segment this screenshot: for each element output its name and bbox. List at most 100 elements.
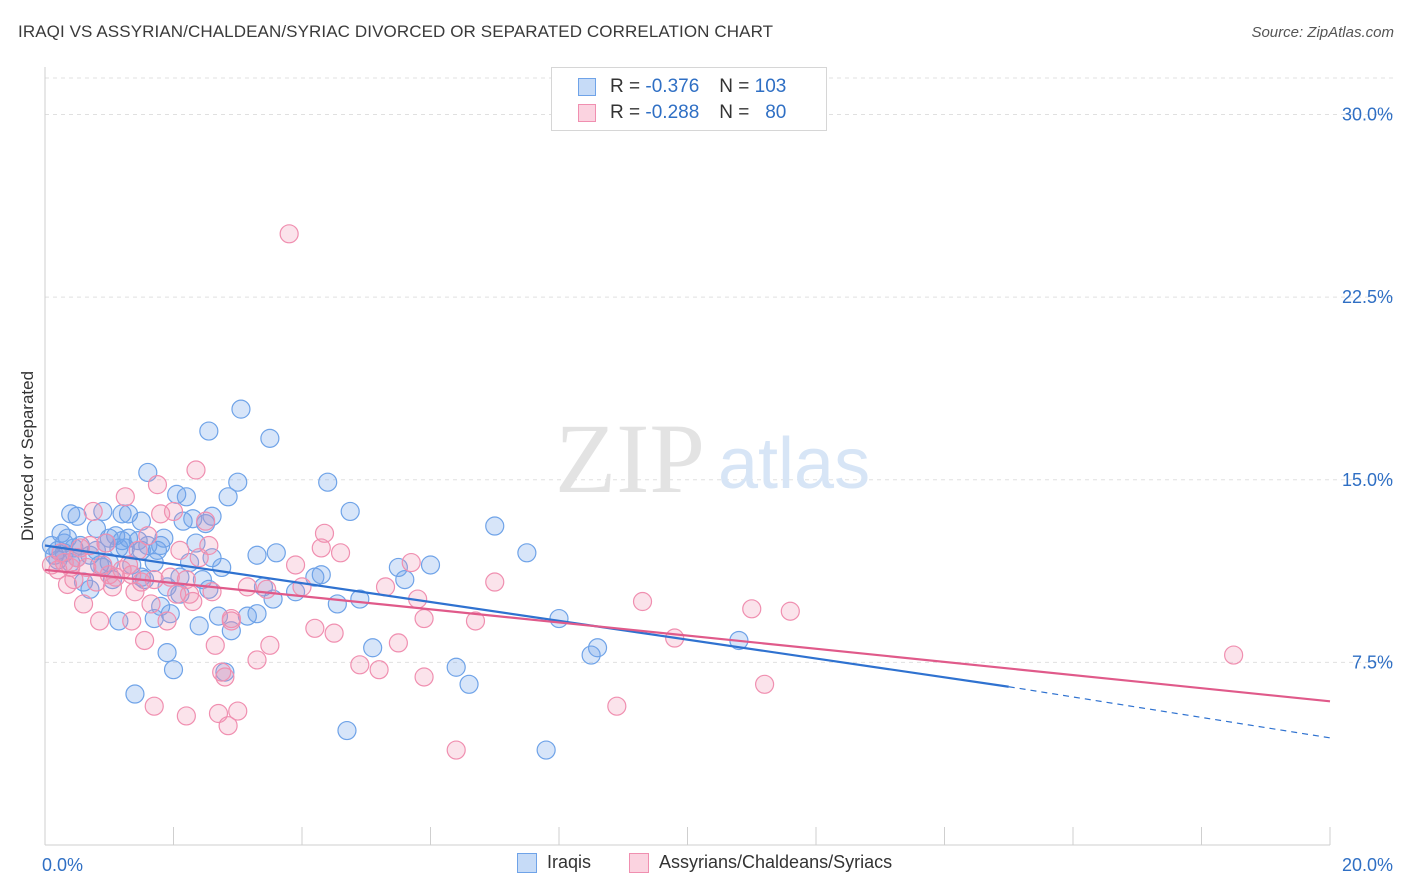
point-iraqis bbox=[311, 565, 331, 585]
point-iraqis bbox=[212, 557, 232, 578]
point-assyrians bbox=[742, 599, 762, 619]
point-assyrians bbox=[64, 569, 84, 590]
watermark: ZIP atlas bbox=[555, 403, 870, 514]
point-assyrians bbox=[122, 611, 142, 631]
point-iraqis bbox=[327, 594, 347, 614]
point-iraqis bbox=[199, 579, 219, 599]
point-assyrians bbox=[375, 577, 396, 597]
point-assyrians bbox=[218, 716, 238, 736]
point-iraqis bbox=[395, 569, 415, 590]
point-assyrians bbox=[285, 555, 306, 575]
point-assyrians bbox=[138, 526, 158, 546]
x-tick-label: 0.0% bbox=[42, 855, 83, 875]
point-assyrians bbox=[221, 611, 241, 631]
bottom-legend-iraqis: Iraqis bbox=[517, 852, 591, 873]
point-assyrians bbox=[311, 538, 331, 558]
point-iraqis bbox=[61, 504, 81, 524]
point-assyrians bbox=[1224, 645, 1244, 665]
point-assyrians bbox=[414, 608, 434, 629]
point-iraqis bbox=[93, 501, 113, 522]
point-assyrians bbox=[186, 460, 206, 480]
point-assyrians bbox=[607, 696, 627, 716]
trend-line-assyrians bbox=[44, 568, 1331, 703]
point-iraqis bbox=[154, 528, 174, 548]
point-assyrians bbox=[414, 667, 434, 687]
point-assyrians bbox=[257, 579, 277, 599]
point-assyrians bbox=[176, 706, 196, 726]
legend-n-label: N = bbox=[719, 102, 750, 123]
correlation-legend: R = -0.376 N = 103 R = -0.288 N = 80 bbox=[551, 67, 827, 131]
point-assyrians bbox=[260, 635, 280, 655]
point-assyrians bbox=[279, 224, 299, 244]
point-assyrians bbox=[314, 523, 335, 543]
y-axis-label: Divorced or Separated bbox=[18, 370, 37, 542]
point-assyrians bbox=[330, 543, 351, 563]
legend-n-value: 80 bbox=[765, 102, 787, 123]
series-assyrians-points bbox=[41, 224, 1244, 760]
point-assyrians bbox=[215, 667, 235, 687]
watermark-zip: ZIP bbox=[555, 403, 705, 514]
point-iraqis bbox=[318, 472, 338, 492]
point-assyrians bbox=[205, 635, 225, 655]
point-iraqis bbox=[485, 516, 505, 536]
point-assyrians bbox=[754, 674, 775, 694]
point-iraqis bbox=[247, 604, 267, 624]
chart-title: IRAQI VS ASSYRIAN/CHALDEAN/SYRIAC DIVORC… bbox=[18, 22, 774, 41]
point-assyrians bbox=[228, 701, 248, 721]
legend-r-value: -0.376 bbox=[645, 76, 700, 97]
y-tick-label: 22.5% bbox=[1342, 287, 1393, 307]
bottom-legend-label-assyrians: Assyrians/Chaldeans/Syriacs bbox=[659, 852, 893, 872]
point-iraqis bbox=[199, 421, 219, 441]
point-assyrians bbox=[292, 577, 312, 597]
point-assyrians bbox=[90, 611, 110, 631]
point-assyrians bbox=[147, 475, 168, 495]
point-iraqis bbox=[125, 684, 145, 704]
bottom-legend-swatch-assyrians bbox=[629, 852, 649, 873]
legend-swatch-iraqis bbox=[578, 78, 596, 96]
y-tick-label: 30.0% bbox=[1342, 105, 1393, 125]
point-assyrians bbox=[401, 552, 421, 573]
point-assyrians bbox=[93, 555, 113, 575]
point-iraqis bbox=[420, 555, 441, 575]
point-iraqis bbox=[176, 487, 196, 507]
y-tick-label: 7.5% bbox=[1352, 652, 1393, 672]
tick-labels: 7.5% 15.0% 22.5% 30.0% 0.0% 20.0% bbox=[42, 105, 1393, 875]
point-assyrians bbox=[780, 601, 800, 621]
y-tick-label: 15.0% bbox=[1342, 470, 1393, 490]
point-iraqis bbox=[581, 645, 601, 665]
legend-r-label: R = bbox=[610, 76, 641, 97]
watermark-atlas: atlas bbox=[718, 424, 870, 504]
point-assyrians bbox=[73, 594, 94, 614]
point-iraqis bbox=[517, 543, 537, 563]
point-iraqis bbox=[549, 608, 569, 629]
point-iraqis bbox=[363, 638, 383, 658]
x-tick-label: 20.0% bbox=[1342, 855, 1393, 875]
point-assyrians bbox=[388, 633, 408, 653]
point-iraqis bbox=[157, 643, 177, 663]
point-assyrians bbox=[77, 557, 97, 578]
point-assyrians bbox=[170, 540, 190, 560]
point-iraqis bbox=[231, 399, 251, 419]
point-iraqis bbox=[260, 428, 280, 448]
point-assyrians bbox=[196, 511, 216, 531]
point-iraqis bbox=[247, 545, 267, 565]
trend-line-iraqis-extrapolated bbox=[1008, 686, 1331, 739]
legend-n-label: N = bbox=[719, 76, 750, 97]
point-iraqis bbox=[446, 657, 466, 677]
bottom-legend-label-iraqis: Iraqis bbox=[547, 852, 592, 872]
point-assyrians bbox=[632, 591, 653, 612]
point-iraqis bbox=[228, 472, 248, 492]
point-iraqis bbox=[536, 740, 556, 760]
point-assyrians bbox=[157, 611, 177, 631]
trend-line-iraqis bbox=[44, 544, 1009, 688]
point-assyrians bbox=[83, 501, 103, 522]
legend-r-label: R = bbox=[610, 102, 641, 123]
axes bbox=[44, 67, 1331, 846]
source-credit: Source: ZipAtlas.com bbox=[1251, 24, 1394, 41]
point-iraqis bbox=[266, 543, 286, 563]
point-assyrians bbox=[237, 577, 257, 597]
point-iraqis bbox=[337, 720, 357, 741]
bottom-legend-assyrians: Assyrians/Chaldeans/Syriacs bbox=[629, 852, 892, 873]
legend-n-value: 103 bbox=[754, 76, 787, 97]
legend-row-assyrians: R = -0.288 N = 80 bbox=[578, 101, 786, 125]
